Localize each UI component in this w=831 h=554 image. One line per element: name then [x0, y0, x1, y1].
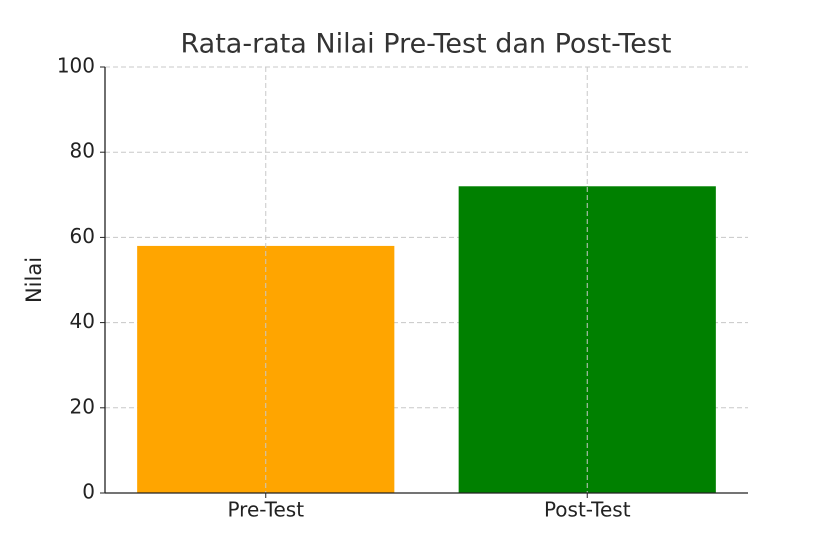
y-tick-label: 80: [70, 139, 95, 163]
y-tick-label: 40: [70, 309, 95, 333]
y-tick-label: 20: [70, 394, 95, 418]
y-axis-label: Nilai: [22, 257, 46, 303]
chart-title: Rata-rata Nilai Pre-Test dan Post-Test: [180, 29, 671, 60]
x-tick-label: Pre-Test: [227, 498, 304, 522]
x-tick-label: Post-Test: [544, 498, 631, 522]
y-tick-label: 60: [70, 224, 95, 248]
y-tick-label: 0: [82, 480, 95, 504]
y-tick-label: 100: [57, 54, 95, 78]
